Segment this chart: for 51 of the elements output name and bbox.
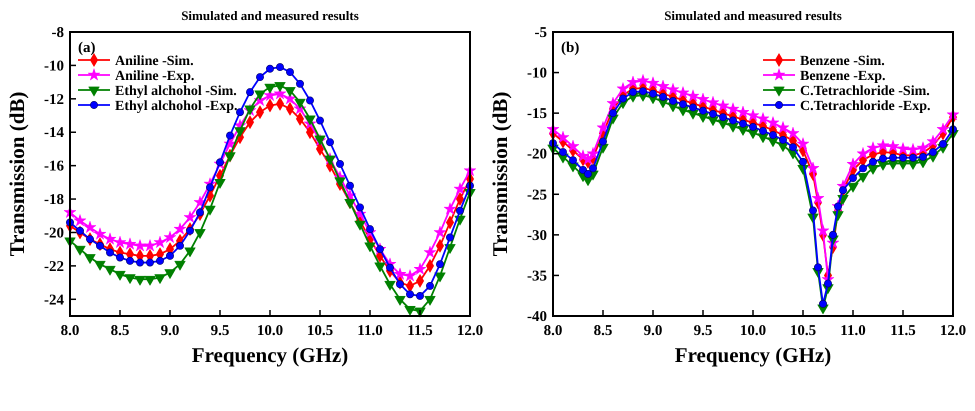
x-tick-label: 10.5 [790, 323, 816, 339]
legend-label: C.Tetrachloride -Sim. [800, 84, 930, 99]
x-tick-label: 10.0 [740, 323, 766, 339]
x-tick-label: 8.5 [110, 323, 130, 339]
y-tick-label: -20 [44, 225, 64, 242]
x-tick-label: 9.0 [160, 323, 180, 339]
x-axis-title: Frequency (GHz) [674, 343, 832, 367]
x-tick-label: 12.0 [456, 323, 484, 339]
y-tick-label: -20 [527, 146, 547, 163]
y-axis-title: Transmission (dB) [5, 92, 29, 256]
y-tick-label: -8 [52, 25, 64, 41]
y-tick-label: -10 [527, 66, 547, 82]
y-tick-label: -30 [527, 228, 547, 244]
y-tick-label: -24 [44, 292, 64, 308]
x-tick-label: 8.5 [594, 323, 612, 339]
x-tick-label: 12.0 [940, 323, 966, 339]
legend-label: Ethyl alchohol -Sim. [115, 84, 237, 99]
legend-label: Benzene -Exp. [800, 69, 886, 84]
x-tick-label: 10.5 [306, 323, 334, 339]
legend-label: C.Tetrachloride -Exp. [800, 99, 931, 114]
x-tick-label: 9.5 [210, 323, 230, 339]
y-tick-label: -25 [527, 187, 547, 204]
legend-label: Aniline -Exp. [115, 69, 194, 84]
x-tick-label: 9.5 [694, 323, 712, 339]
y-tick-label: -12 [44, 92, 64, 108]
chart-title: Simulated and measured results [664, 8, 842, 23]
x-tick-label: 8.0 [60, 323, 80, 339]
x-tick-label: 8.0 [544, 323, 562, 339]
y-tick-label: -14 [44, 125, 64, 142]
y-tick-label: -10 [44, 58, 64, 74]
y-tick-label: -5 [534, 25, 547, 41]
x-tick-label: 11.5 [407, 323, 433, 339]
x-tick-label: 10.0 [256, 323, 284, 339]
annotation: (b) [561, 40, 580, 56]
x-tick-label: 11.5 [890, 323, 916, 339]
x-axis-title: Frequency (GHz) [192, 343, 348, 367]
y-tick-label: -40 [527, 309, 547, 325]
legend-label: Aniline -Sim. [115, 54, 194, 69]
y-tick-label: -22 [44, 258, 64, 275]
annotation: (a) [78, 40, 96, 56]
y-axis-title: Transmission (dB) [488, 92, 512, 256]
y-tick-label: -15 [527, 106, 547, 122]
x-tick-label: 11.0 [840, 323, 866, 339]
legend-label: Ethyl alchohol -Exp. [115, 99, 238, 114]
chart-title: Simulated and measured results [181, 8, 359, 23]
x-tick-label: 11.0 [357, 323, 383, 339]
y-tick-label: -16 [44, 158, 64, 175]
x-tick-label: 9.0 [644, 323, 662, 339]
y-tick-label: -35 [527, 268, 547, 284]
y-tick-label: -18 [44, 192, 64, 208]
legend-label: Benzene -Sim. [800, 54, 885, 69]
